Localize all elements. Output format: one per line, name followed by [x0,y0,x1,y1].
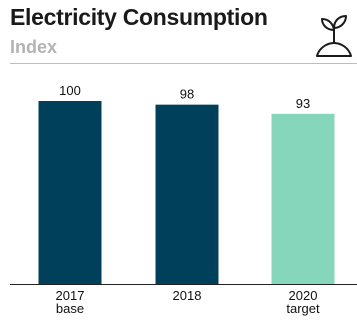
bar-2020 [271,113,335,284]
data-label-2020: 93 [296,96,310,111]
data-label-2018: 98 [180,87,194,102]
chart-subtitle: Index [10,37,58,57]
x-tick-sublabel-2017: base [56,301,84,316]
x-tick-label-2020: 2020 [289,288,318,303]
data-label-2017: 100 [59,83,81,98]
x-tick-sublabel-2020: target [286,301,320,316]
chart-title: Electricity Consumption [10,4,268,30]
x-tick-label-2017: 2017 [56,288,85,303]
x-tick-label-2018: 2018 [173,288,202,303]
bar-2017 [38,101,102,284]
bar-2018 [155,104,219,284]
plant-sprout-icon [316,15,352,57]
header-divider [10,63,357,64]
